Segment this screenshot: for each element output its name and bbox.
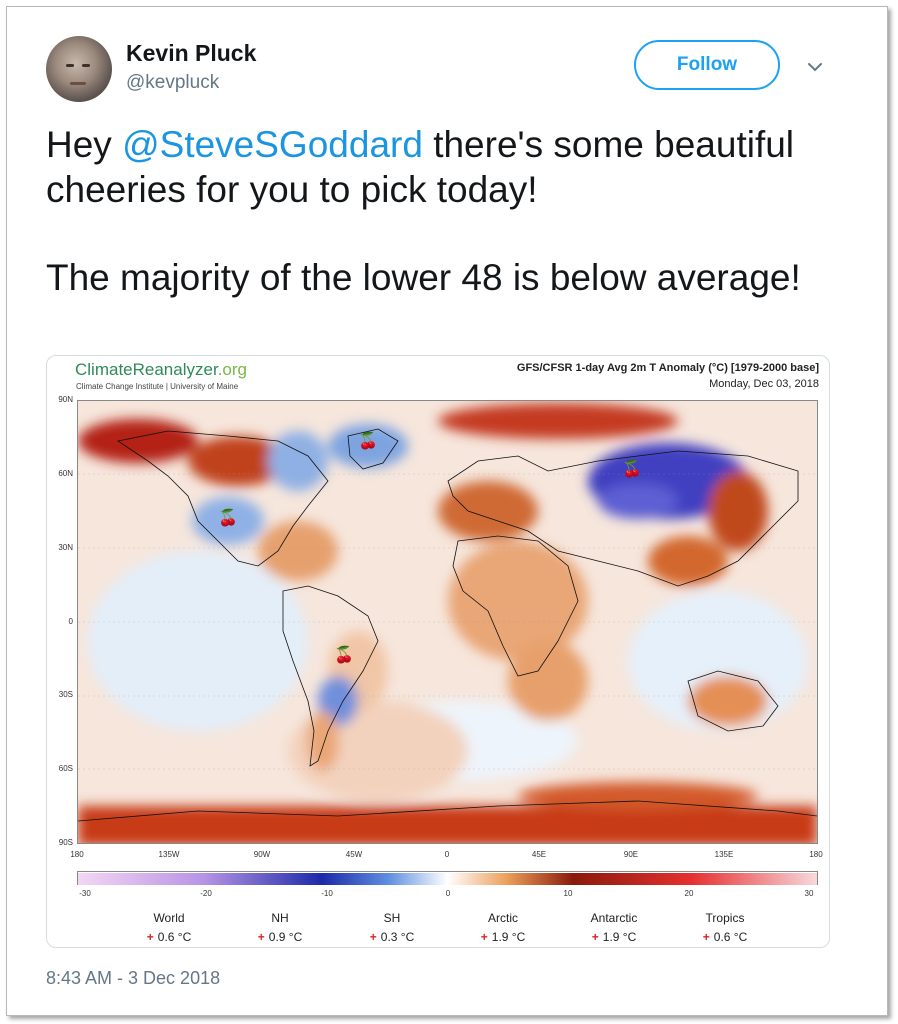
plus-icon: + [591,930,599,944]
tweet-timestamp[interactable]: 8:43 AM - 3 Dec 2018 [46,968,221,988]
stat-value-text: 1.9 °C [602,930,637,944]
lon-label: 180 [70,850,84,859]
stat-value-world: +0.6 °C [124,930,214,944]
lat-label: 60S [58,764,73,773]
temperature-anomaly-map: 🍒 🍒 🍒 🍒 [77,400,818,844]
lon-label: 0 [444,850,450,859]
stat-value-text: 0.6 °C [713,930,748,944]
lat-label: 0 [68,617,73,626]
map-date: Monday, Dec 03, 2018 [709,378,819,390]
avatar[interactable] [46,36,112,102]
lon-label: 45W [345,850,363,859]
cherry-icon: 🍒 [334,647,354,664]
anomaly-map-graphic [78,401,817,843]
colorbar-tick: 10 [563,889,573,898]
stat-label-nh: NH [271,911,289,925]
plus-icon: + [480,930,488,944]
lon-label: 90E [623,850,639,859]
lon-label: 90W [253,850,271,859]
map-image-card[interactable]: ClimateReanalyzer.org Climate Change Ins… [46,355,830,948]
logo-subtitle: Climate Change Institute | University of… [76,382,239,391]
colorbar-tick: -10 [321,889,333,898]
climate-reanalyzer-logo: ClimateReanalyzer.org [75,360,247,380]
color-scale-graphic [78,873,817,885]
colorbar-tick: 30 [804,889,814,898]
stat-value-arctic: +1.9 °C [458,930,548,944]
stat-label-sh: SH [383,911,401,925]
author-handle[interactable]: @kevpluck [126,72,220,93]
avatar-mouth [70,82,86,85]
lat-label: 90S [58,838,73,847]
plus-icon: + [257,930,265,944]
stat-value-antarctic: +1.9 °C [569,930,659,944]
map-title: GFS/CFSR 1-day Avg 2m T Anomaly (°C) [19… [516,362,819,374]
colorbar-tick: 0 [445,889,451,898]
stat-label-arctic: Arctic [488,911,518,925]
tweet-paragraph-2: The majority of the lower 48 is below av… [46,257,801,298]
plus-icon: + [702,930,710,944]
cherry-icon: 🍒 [622,461,642,478]
stat-label-antarctic: Antarctic [590,911,638,925]
mention-link[interactable]: @SteveSGoddard [122,124,423,165]
stat-value-text: 1.9 °C [491,930,526,944]
stat-value-nh: +0.9 °C [235,930,325,944]
lon-label: 45E [531,850,547,859]
stat-value-sh: +0.3 °C [347,930,437,944]
colorbar-tick: -20 [200,889,212,898]
plus-icon: + [146,930,154,944]
chevron-down-icon[interactable] [806,58,824,76]
lat-label: 30S [58,690,73,699]
plus-icon: + [369,930,377,944]
follow-button[interactable]: Follow [634,40,780,90]
tweet-paragraph-1: Hey @SteveSGoddard there's some beautifu… [46,122,846,212]
stat-label-tropics: Tropics [705,911,745,925]
cherry-icon: 🍒 [218,510,238,527]
stat-value-text: 0.6 °C [157,930,192,944]
avatar-eye [66,64,74,67]
colorbar-tick: 20 [684,889,694,898]
stat-value-text: 0.3 °C [380,930,415,944]
lat-label: 30N [58,543,73,552]
lon-label: 180 [809,850,823,859]
tweet-prefix: Hey [46,124,123,165]
lon-label: 135E [714,850,734,859]
avatar-eye [82,64,90,67]
stat-value-text: 0.9 °C [268,930,303,944]
logo-domain-text: .org [217,360,247,379]
tweet-line1-rest: there's some beautiful cheeries for you … [46,124,795,210]
stat-label-world: World [153,911,185,925]
lat-label: 90N [58,395,73,404]
lon-label: 135W [158,850,180,859]
stat-value-tropics: +0.6 °C [680,930,770,944]
cherry-icon: 🍒 [358,433,378,450]
lat-label: 60N [58,469,73,478]
color-scale-bar [77,871,818,885]
tweet-text: Hey @SteveSGoddard there's some beautifu… [46,122,846,300]
author-name[interactable]: Kevin Pluck [126,40,257,66]
colorbar-tick: -30 [79,889,91,898]
logo-main-text: ClimateReanalyzer [75,360,218,379]
